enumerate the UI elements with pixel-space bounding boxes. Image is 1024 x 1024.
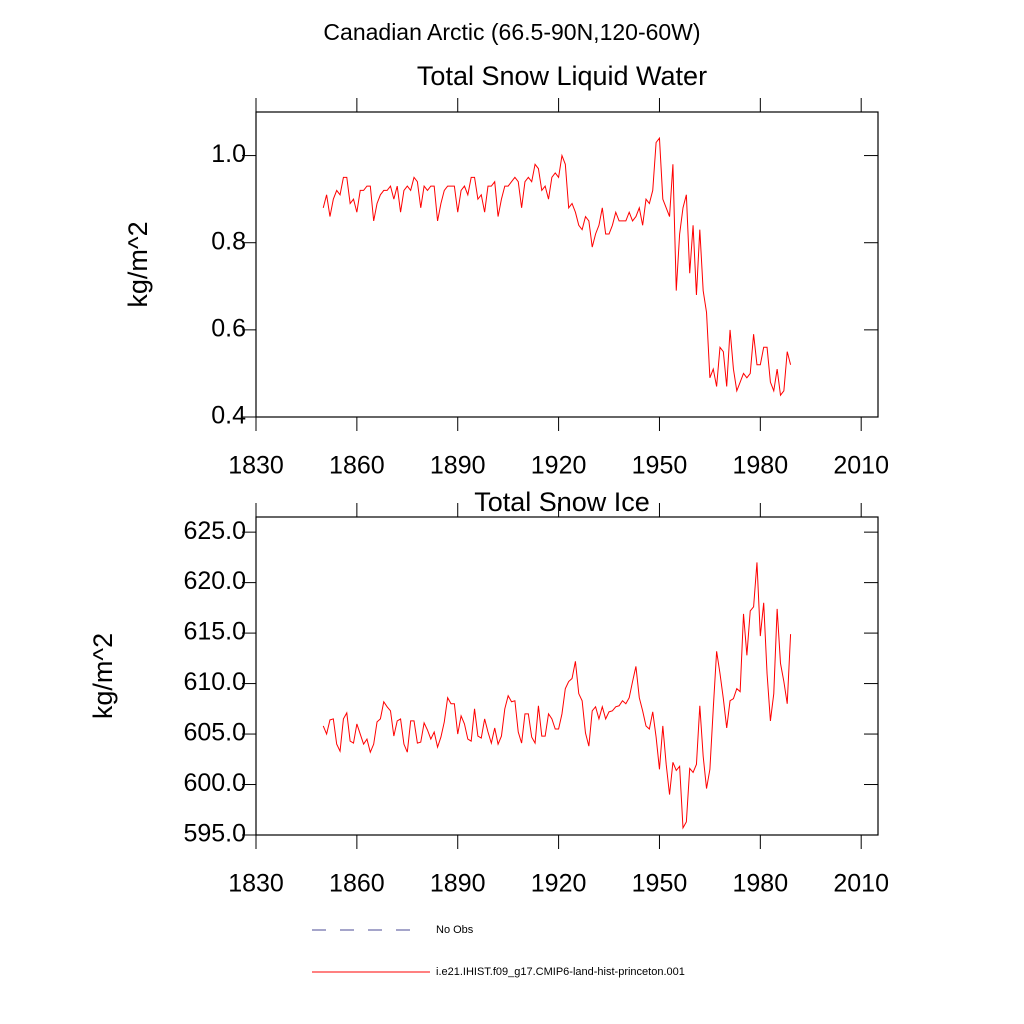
- x-tick-label: 1980: [733, 452, 789, 480]
- x-tick-label: 1920: [531, 452, 587, 480]
- chart-title: Total Snow Ice: [474, 487, 650, 517]
- x-tick-label: 1950: [632, 452, 688, 480]
- x-tick-label: 2010: [833, 452, 889, 480]
- y-tick-label: 615.0: [183, 618, 246, 646]
- y-tick-label: 625.0: [183, 517, 246, 545]
- data-line: [322, 562, 792, 830]
- y-tick-label: 0.4: [211, 402, 246, 430]
- y-tick-label: 600.0: [183, 769, 246, 797]
- x-tick-label: 1980: [733, 870, 789, 898]
- legend-label: i.e21.IHIST.f09_g17.CMIP6-land-hist-prin…: [436, 966, 685, 978]
- x-tick-label: 1890: [430, 870, 486, 898]
- y-axis-label: kg/m^2: [88, 633, 118, 719]
- y-axis-label: kg/m^2: [123, 221, 153, 307]
- y-tick-label: 605.0: [183, 719, 246, 747]
- plot-frame: [255, 111, 879, 418]
- y-tick-label: 0.8: [211, 227, 246, 255]
- y-tick-label: 595.0: [183, 820, 246, 848]
- y-tick-label: 620.0: [183, 567, 246, 595]
- x-tick-label: 1950: [632, 870, 688, 898]
- data-line: [322, 136, 792, 397]
- y-tick-label: 1.0: [211, 140, 246, 168]
- plot-frame: [255, 516, 879, 836]
- y-tick-label: 610.0: [183, 668, 246, 696]
- chart-title: Total Snow Liquid Water: [417, 61, 707, 91]
- x-tick-label: 1890: [430, 452, 486, 480]
- x-tick-label: 1860: [329, 452, 385, 480]
- legend-label: No Obs: [436, 924, 474, 936]
- x-tick-label: 1860: [329, 870, 385, 898]
- x-tick-label: 1830: [228, 870, 284, 898]
- x-tick-label: 1830: [228, 452, 284, 480]
- y-tick-label: 0.6: [211, 314, 246, 342]
- x-tick-label: 2010: [833, 870, 889, 898]
- page-title: Canadian Arctic (66.5-90N,120-60W): [323, 19, 700, 45]
- x-tick-label: 1920: [531, 870, 587, 898]
